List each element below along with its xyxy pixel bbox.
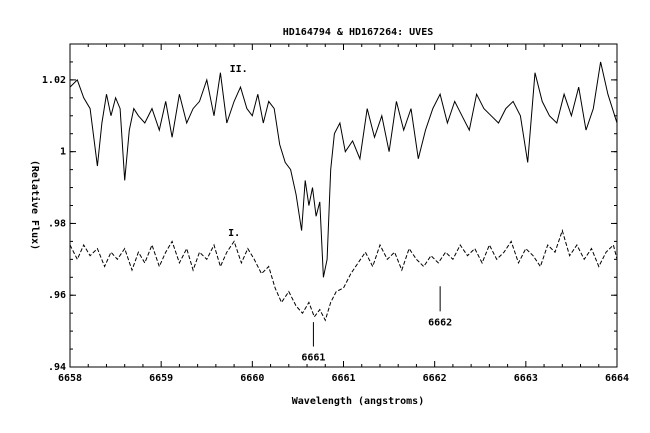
- x-axis: 6658 6659 6660 6661 6662 6663 6664: [58, 44, 629, 384]
- series-label: I.: [228, 228, 240, 239]
- plot-frame: [69, 43, 618, 368]
- x-tick-label: 6659: [149, 373, 173, 384]
- x-tick-label: 6658: [58, 373, 82, 384]
- annotation-label: 6661: [301, 353, 325, 364]
- y-tick-label: .98: [48, 218, 66, 229]
- chart-title: HD164794 & HD167264: UVES: [283, 27, 434, 38]
- y-tick-label: 1.02: [42, 75, 66, 86]
- y-tick-label: .94: [48, 362, 66, 373]
- series-label: II.: [230, 64, 248, 75]
- y-tick-label: .96: [48, 290, 66, 301]
- x-axis-label: Wavelength (angstroms): [292, 396, 424, 407]
- annotation-layer: 6661 6662: [301, 286, 452, 364]
- series-line-I: [69, 228, 618, 322]
- x-tick-label: 6662: [423, 373, 447, 384]
- x-tick-label: 6661: [331, 373, 355, 384]
- x-tick-label: 6660: [240, 373, 264, 384]
- series-line-II: [69, 61, 618, 278]
- y-axis-label: (Relative Flux): [29, 160, 41, 250]
- x-tick-label: 6663: [514, 373, 538, 384]
- series-layer: II. I.: [69, 61, 618, 322]
- x-tick-label: 6664: [605, 373, 629, 384]
- annotation-label: 6662: [428, 317, 452, 328]
- y-axis: .94 .96 .98 1 1.02: [42, 43, 617, 373]
- y-tick-label: 1: [60, 147, 66, 158]
